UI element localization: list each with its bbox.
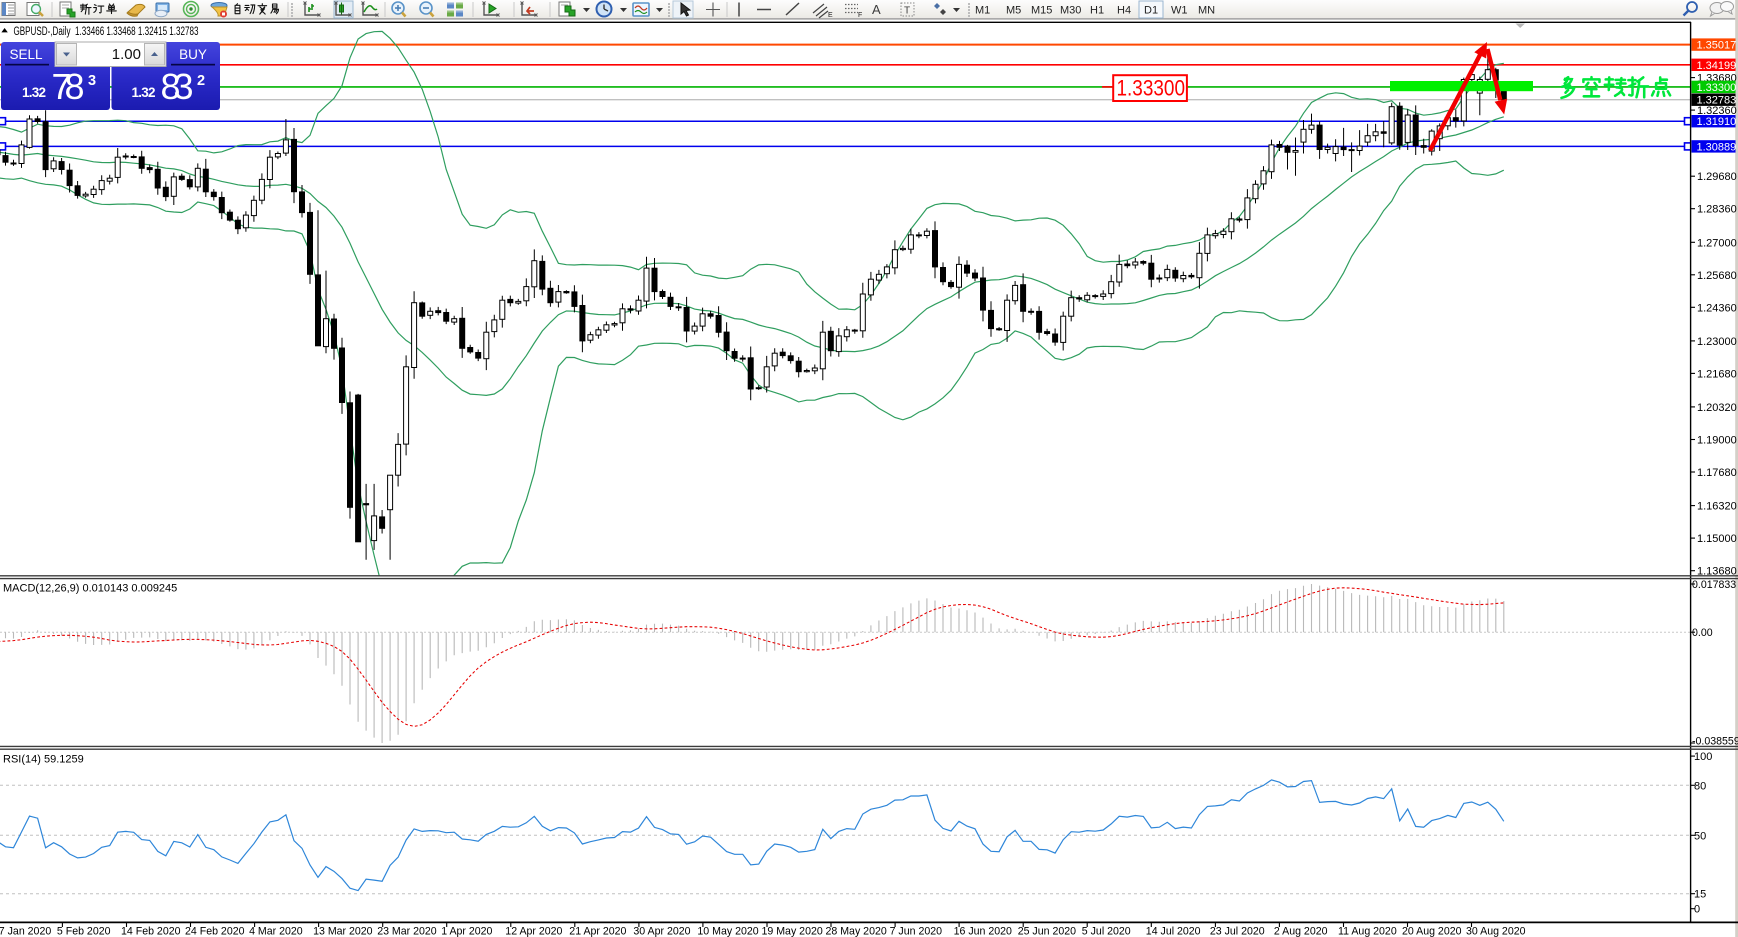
svg-text:SELL: SELL — [9, 47, 43, 62]
svg-text:W1: W1 — [1171, 5, 1188, 17]
svg-text:1 Apr 2020: 1 Apr 2020 — [441, 926, 492, 937]
svg-text:1.31910: 1.31910 — [1697, 116, 1737, 128]
svg-text:1.29680: 1.29680 — [1697, 171, 1737, 183]
svg-text:20 Aug 2020: 20 Aug 2020 — [1402, 926, 1462, 937]
svg-text:4 Mar 2020: 4 Mar 2020 — [249, 926, 303, 937]
svg-text:1.32783: 1.32783 — [1697, 95, 1737, 107]
svg-text:GBPUSD-,Daily 1.33466 1.33468: GBPUSD-,Daily 1.33466 1.33468 1.32415 1.… — [14, 26, 199, 38]
svg-text:12 Apr 2020: 12 Apr 2020 — [505, 926, 562, 937]
svg-text:7 Jun 2020: 7 Jun 2020 — [890, 926, 943, 937]
svg-text:1.34199: 1.34199 — [1697, 60, 1737, 72]
svg-text:1.32360: 1.32360 — [1697, 105, 1737, 117]
svg-text:11 Aug 2020: 11 Aug 2020 — [1338, 926, 1397, 937]
svg-text:0: 0 — [1694, 904, 1700, 916]
svg-text:1.27000: 1.27000 — [1697, 237, 1737, 249]
svg-text:21 Apr 2020: 21 Apr 2020 — [569, 926, 626, 937]
svg-text:1.33300: 1.33300 — [1117, 76, 1186, 101]
svg-text:19 May 2020: 19 May 2020 — [762, 926, 823, 937]
svg-text:23 Jul 2020: 23 Jul 2020 — [1210, 926, 1265, 937]
svg-text:M1: M1 — [975, 5, 990, 17]
svg-text:F: F — [858, 12, 862, 19]
svg-text:30 Aug 2020: 30 Aug 2020 — [1466, 926, 1526, 937]
svg-text:1.24360: 1.24360 — [1697, 302, 1737, 314]
svg-text:14 Jul 2020: 14 Jul 2020 — [1146, 926, 1201, 937]
svg-text:RSI(14) 59.1259: RSI(14) 59.1259 — [3, 754, 84, 766]
svg-text:3: 3 — [88, 73, 96, 89]
svg-text:24 Feb 2020: 24 Feb 2020 — [185, 926, 245, 937]
svg-text:80: 80 — [1694, 780, 1706, 792]
svg-text:BUY: BUY — [179, 47, 207, 62]
svg-text:1.20320: 1.20320 — [1697, 402, 1737, 414]
svg-text:50: 50 — [1694, 830, 1706, 842]
svg-text:D1: D1 — [1144, 5, 1158, 17]
svg-text:30 Apr 2020: 30 Apr 2020 — [633, 926, 690, 937]
svg-text:10 May 2020: 10 May 2020 — [697, 926, 758, 937]
svg-text:M15: M15 — [1031, 5, 1052, 17]
svg-text:T: T — [904, 6, 910, 17]
svg-text:H1: H1 — [1090, 5, 1104, 17]
svg-text:M5: M5 — [1006, 5, 1021, 17]
svg-text:E: E — [828, 12, 833, 19]
svg-text:1.28360: 1.28360 — [1697, 204, 1737, 216]
svg-text:1.17680: 1.17680 — [1697, 467, 1737, 479]
svg-text:1.35017: 1.35017 — [1697, 40, 1737, 52]
svg-text:-0.038559: -0.038559 — [1692, 736, 1738, 748]
svg-text:MACD(12,26,9) 0.010143 0.00924: MACD(12,26,9) 0.010143 0.009245 — [3, 583, 177, 595]
svg-text:15: 15 — [1694, 889, 1706, 901]
svg-text:A: A — [872, 2, 881, 17]
svg-text:23 Mar 2020: 23 Mar 2020 — [377, 926, 437, 937]
svg-text:1.30889: 1.30889 — [1697, 141, 1737, 153]
svg-text:78: 78 — [52, 66, 85, 107]
svg-text:5 Feb 2020: 5 Feb 2020 — [57, 926, 111, 937]
svg-text:1.16320: 1.16320 — [1697, 501, 1737, 513]
svg-text:14 Feb 2020: 14 Feb 2020 — [121, 926, 181, 937]
svg-text:1.15000: 1.15000 — [1697, 533, 1737, 545]
svg-text:1.19000: 1.19000 — [1697, 435, 1737, 447]
svg-text:MN: MN — [1198, 5, 1215, 17]
svg-text:1.32: 1.32 — [22, 85, 46, 100]
svg-text:28 May 2020: 28 May 2020 — [826, 926, 887, 937]
svg-text:M30: M30 — [1060, 5, 1081, 17]
svg-text:1.00: 1.00 — [112, 46, 141, 63]
svg-text:1.32: 1.32 — [132, 85, 156, 100]
svg-text:2: 2 — [197, 73, 205, 89]
svg-text:0.017833: 0.017833 — [1692, 579, 1736, 591]
svg-text:1.33300: 1.33300 — [1697, 82, 1737, 94]
svg-text:25 Jun 2020: 25 Jun 2020 — [1018, 926, 1076, 937]
svg-text:16 Jun 2020: 16 Jun 2020 — [954, 926, 1012, 937]
svg-text:1.25680: 1.25680 — [1697, 270, 1737, 282]
svg-text:2 Aug 2020: 2 Aug 2020 — [1274, 926, 1328, 937]
svg-text:5 Jul 2020: 5 Jul 2020 — [1082, 926, 1131, 937]
svg-text:H4: H4 — [1117, 5, 1131, 17]
svg-text:0.00: 0.00 — [1692, 627, 1713, 639]
svg-text:1.21680: 1.21680 — [1697, 368, 1737, 380]
svg-text:1.13680: 1.13680 — [1697, 566, 1737, 578]
svg-text:83: 83 — [161, 66, 194, 107]
svg-text:13 Mar 2020: 13 Mar 2020 — [313, 926, 373, 937]
svg-text:1.23000: 1.23000 — [1697, 336, 1737, 348]
svg-text:100: 100 — [1694, 751, 1712, 763]
svg-text:27 Jan 2020: 27 Jan 2020 — [0, 926, 51, 937]
